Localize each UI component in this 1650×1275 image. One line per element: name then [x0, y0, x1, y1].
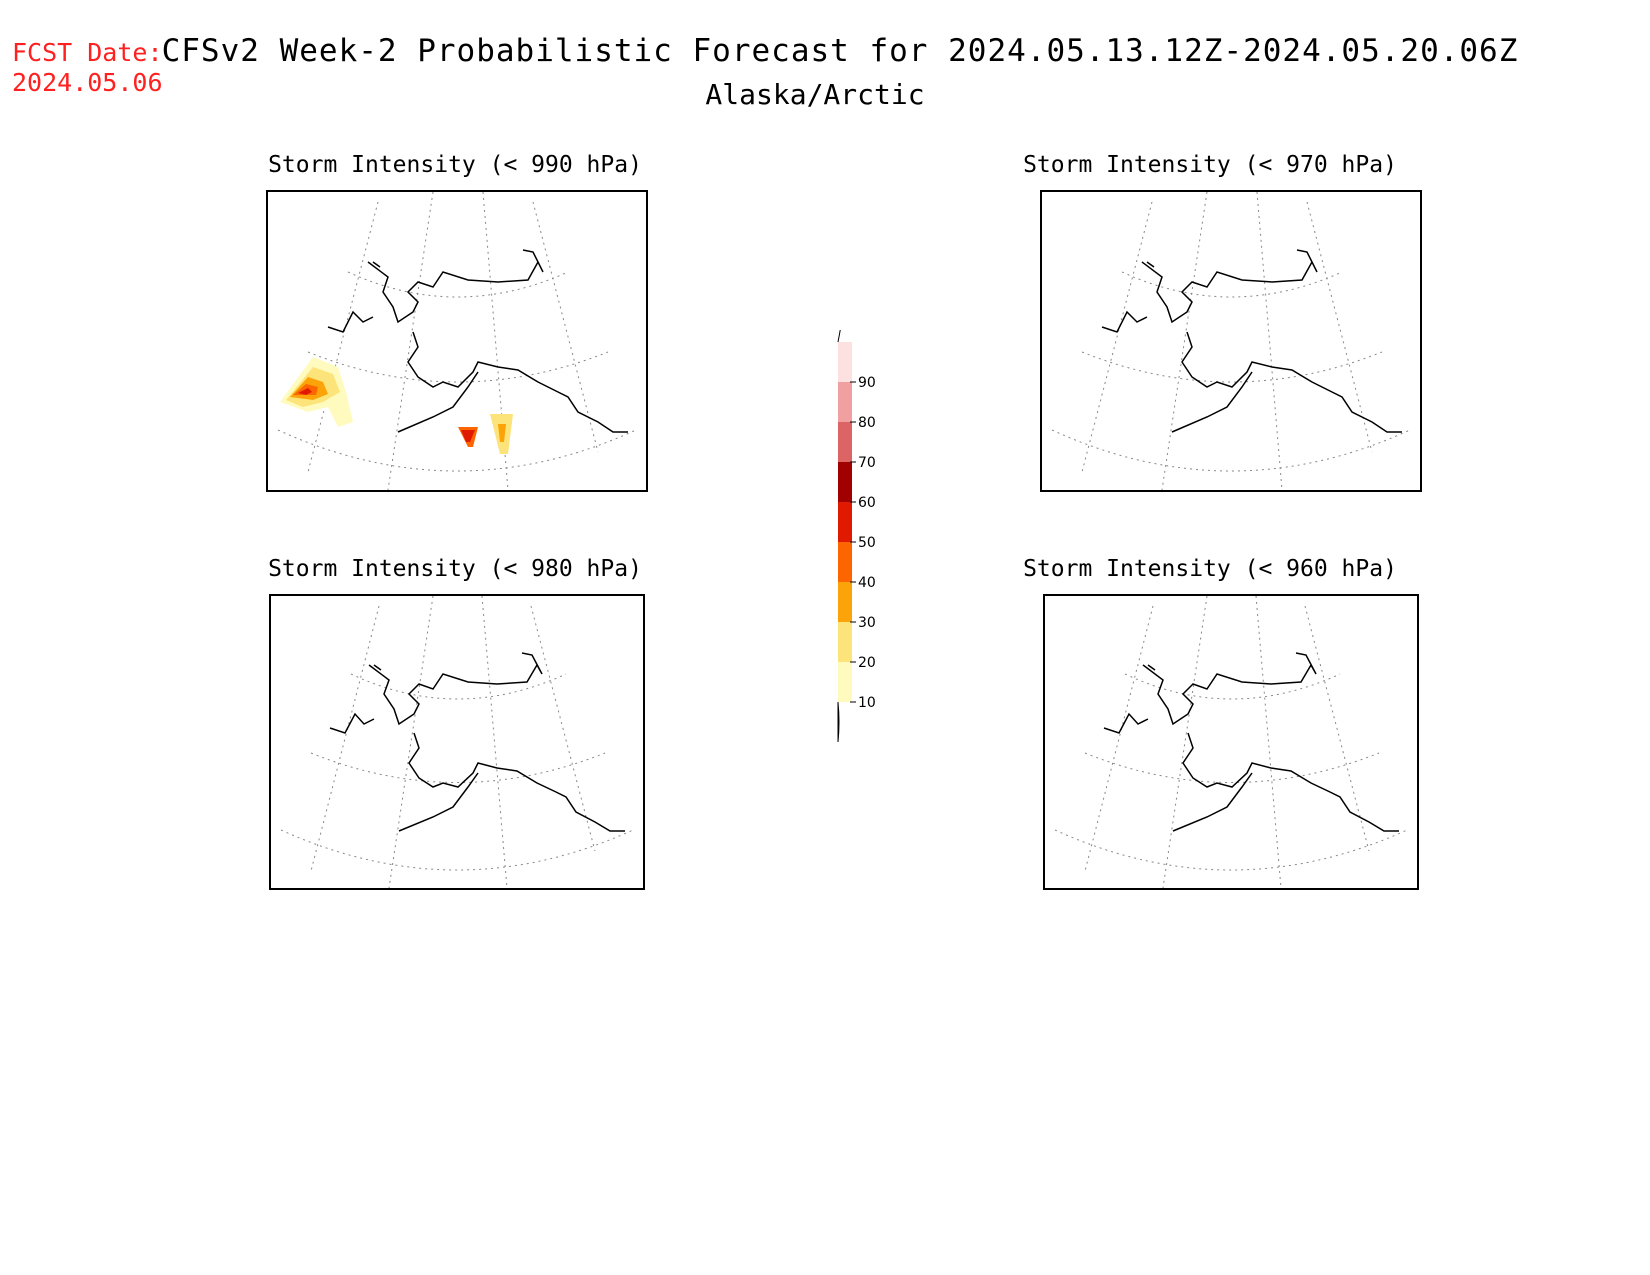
coastline: [327, 249, 628, 433]
lat-lon-grid: [1054, 596, 1408, 888]
colorbar-label-50: 50: [858, 535, 876, 551]
page-subtitle: Alaska/Arctic: [705, 78, 925, 111]
lat-lon-grid: [277, 192, 637, 490]
colorbar-band-3: [838, 582, 852, 622]
probability-shading: [280, 357, 513, 454]
colorbar-bands: [837, 330, 852, 743]
lat-lon-grid: [280, 596, 634, 888]
colorbar-label-80: 80: [858, 415, 876, 431]
colorbar-label-40: 40: [858, 575, 876, 591]
colorbar-labels: 10 20 30 40 50 60 70 80 90: [850, 375, 876, 711]
colorbar-label-70: 70: [858, 455, 876, 471]
colorbar-band-4: [838, 542, 852, 582]
map-svg-990: [277, 192, 637, 490]
colorbar-label-20: 20: [858, 655, 876, 671]
colorbar-bottom-tail: [837, 701, 840, 743]
colorbar-band-1: [838, 662, 852, 702]
colorbar: 10 20 30 40 50 60 70 80 90: [837, 330, 876, 743]
map-panel-980: [269, 594, 645, 890]
colorbar-band-2: [838, 622, 852, 662]
panel-title-980: Storm Intensity (< 980 hPa): [268, 556, 642, 582]
lat-lon-grid: [1051, 192, 1411, 490]
coastline: [329, 652, 625, 832]
colorbar-label-10: 10: [858, 695, 876, 711]
colorbar-label-90: 90: [858, 375, 876, 391]
colorbar-band-5: [838, 502, 852, 542]
map-panel-970: [1040, 190, 1422, 492]
map-svg-980: [280, 596, 634, 888]
map-panel-990: [266, 190, 648, 492]
panel-title-990: Storm Intensity (< 990 hPa): [268, 152, 642, 178]
colorbar-band-7: [838, 422, 852, 462]
page-title: CFSv2 Week-2 Probabilistic Forecast for …: [161, 33, 1519, 69]
map-panel-960: [1043, 594, 1419, 890]
coastline: [1103, 652, 1399, 832]
forecast-date-block: FCST Date: 2024.05.06: [12, 38, 163, 98]
colorbar-label-30: 30: [858, 615, 876, 631]
panel-title-970: Storm Intensity (< 970 hPa): [1023, 152, 1397, 178]
colorbar-label-60: 60: [858, 495, 876, 511]
colorbar-band-9: [838, 342, 852, 382]
map-svg-960: [1054, 596, 1408, 888]
forecast-date-value: 2024.05.06: [12, 68, 163, 97]
colorbar-band-8: [838, 382, 852, 422]
colorbar-top-tail: [837, 330, 841, 343]
panel-title-960: Storm Intensity (< 960 hPa): [1023, 556, 1397, 582]
colorbar-band-6: [838, 462, 852, 502]
map-svg-970: [1051, 192, 1411, 490]
coastline: [1101, 249, 1402, 433]
forecast-date-label: FCST Date:: [12, 38, 163, 67]
